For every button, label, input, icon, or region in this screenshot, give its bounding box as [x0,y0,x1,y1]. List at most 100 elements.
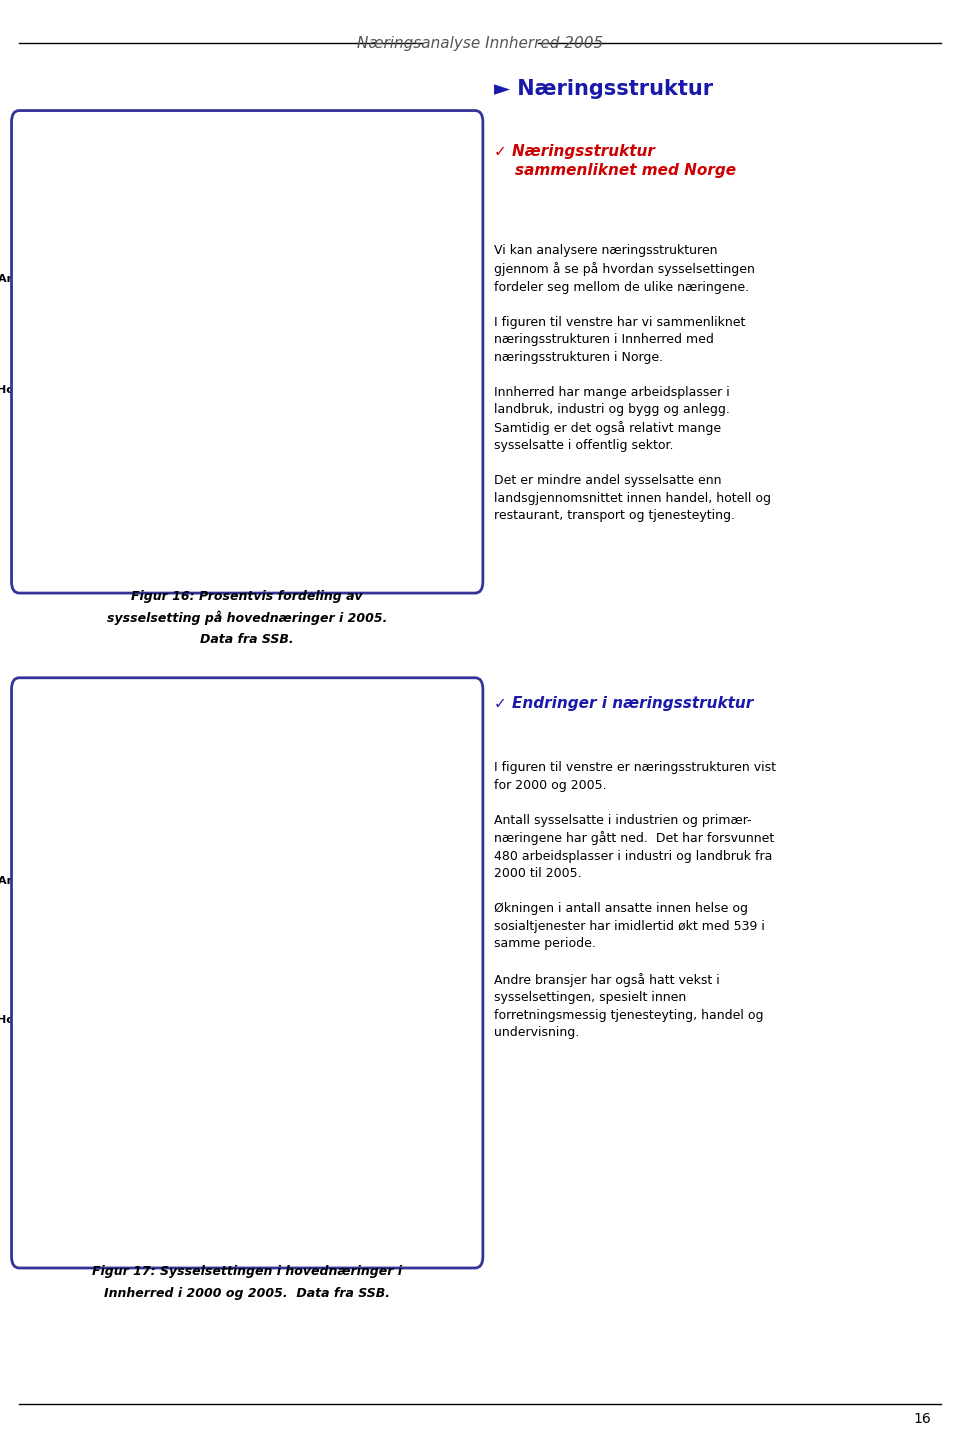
Bar [130,485,304,500]
Bar [130,302,300,314]
Text: 16: 16 [914,1412,931,1426]
Bar [130,536,251,550]
Text: 651: 651 [164,1005,183,1015]
Bar [130,1111,228,1130]
Text: 879: 879 [175,885,195,895]
Bar [130,523,176,536]
Text: 6,9: 6,9 [225,451,242,461]
Bar [130,770,251,787]
Text: 12,7: 12,7 [303,303,326,313]
Text: 7,8: 7,8 [237,464,253,474]
Text: 653: 653 [164,1022,183,1032]
Text: 6,7: 6,7 [223,155,239,165]
Text: 3915: 3915 [321,1144,347,1155]
Text: 1049: 1049 [182,959,209,969]
Bar [130,1159,311,1176]
Text: 3,3: 3,3 [177,280,193,290]
Bar [130,352,184,366]
Bar [130,863,171,880]
Text: 3,4: 3,4 [178,524,195,534]
Text: Vi kan analysere næringsstrukturen
gjennom å se på hvordan sysselsettingen
forde: Vi kan analysere næringsstrukturen gjenn… [494,244,772,523]
Text: 2078: 2078 [232,727,258,737]
Text: Data fra SSB.: Data fra SSB. [201,633,294,646]
Text: 1989: 1989 [228,745,254,755]
Bar [130,204,264,218]
Text: 2030: 2030 [230,1099,256,1109]
Text: 13,0: 13,0 [307,487,330,497]
Text: ► Næringsstruktur: ► Næringsstruktur [494,79,713,99]
Text: sysselsetting på hovednæringer i 2005.: sysselsetting på hovednæringer i 2005. [107,610,388,625]
Bar [130,227,393,241]
Text: 6,3: 6,3 [217,317,233,327]
Text: 2069: 2069 [231,1116,258,1126]
Bar [130,462,234,477]
Text: 19,6: 19,6 [396,230,419,240]
Text: I figuren til venstre er næringsstrukturen vist
for 2000 og 2005.

Antall syssel: I figuren til venstre er næringsstruktur… [494,761,777,1040]
Text: Figur 16: Prosentvis fordeling av: Figur 16: Prosentvis fordeling av [132,590,363,603]
Text: 4,1: 4,1 [187,353,204,363]
Bar [130,834,413,852]
Text: 3,2: 3,2 [176,376,192,386]
Text: 3427: 3427 [297,1070,324,1080]
Text: 2375: 2375 [247,1209,273,1219]
Text: 7,5: 7,5 [233,169,250,180]
Bar [130,724,229,741]
Text: 9,0: 9,0 [253,538,270,549]
Bar [130,880,172,898]
Bar [130,389,163,402]
Bar [130,191,237,204]
Text: ✓ Næringsstruktur
    sammenliknet med Norge: ✓ Næringsstruktur sammenliknet med Norge [494,144,736,178]
Text: 2714: 2714 [263,1190,289,1200]
Bar [130,1140,318,1159]
Bar [130,787,256,806]
Text: 2,5: 2,5 [166,391,182,401]
Bar [130,241,429,256]
Text: 2523: 2523 [253,774,280,784]
Text: Næringsanalyse Innherred 2005: Næringsanalyse Innherred 2005 [357,36,603,50]
Bar [130,154,220,168]
Text: 7,0: 7,0 [227,340,243,350]
Text: 1520: 1520 [205,913,231,923]
Text: Innherred i 2000 og 2005.  Data fra SSB.: Innherred i 2000 og 2005. Data fra SSB. [105,1287,390,1300]
Text: 8,0: 8,0 [240,192,256,202]
Text: 857: 857 [174,866,194,876]
Bar [130,412,335,425]
Bar [130,1205,244,1222]
Bar [130,264,184,279]
Bar [130,425,303,439]
Bar [130,279,174,292]
Bar [130,909,203,926]
Bar [130,314,214,329]
Bar [130,1048,281,1066]
Bar [130,1066,294,1083]
Text: 1672: 1672 [213,931,239,941]
Text: 4,1: 4,1 [187,266,204,276]
Bar [130,816,387,834]
Text: 1095: 1095 [185,976,211,987]
Bar [130,1020,161,1037]
Bar [130,448,223,462]
Text: 2646: 2646 [259,791,286,801]
Text: 22,3: 22,3 [432,243,455,253]
Text: 5352: 5352 [390,820,416,830]
Bar [130,741,225,758]
Bar [130,974,182,991]
Bar [130,168,230,181]
Text: 3774: 3774 [314,1162,340,1172]
Bar [130,1002,161,1020]
Text: 15,3: 15,3 [338,414,361,424]
Bar [130,1188,260,1205]
Bar [130,955,180,974]
Text: 14,3: 14,3 [324,501,348,511]
Text: Figur 17: Sysselsettingen i hovednæringer i: Figur 17: Sysselsettingen i hovednæringe… [92,1265,402,1278]
Bar [130,375,173,389]
Text: ✓ Endringer i næringsstruktur: ✓ Endringer i næringsstruktur [494,696,754,711]
Bar [130,500,322,513]
Text: 10,0: 10,0 [267,207,290,217]
Text: 12,9: 12,9 [305,428,329,438]
Legend: 2000, 2005: 2000, 2005 [391,1038,460,1083]
Text: 3158: 3158 [284,1051,311,1061]
Bar [130,1094,228,1111]
Text: 5891: 5891 [416,837,442,847]
Bar [130,337,224,352]
